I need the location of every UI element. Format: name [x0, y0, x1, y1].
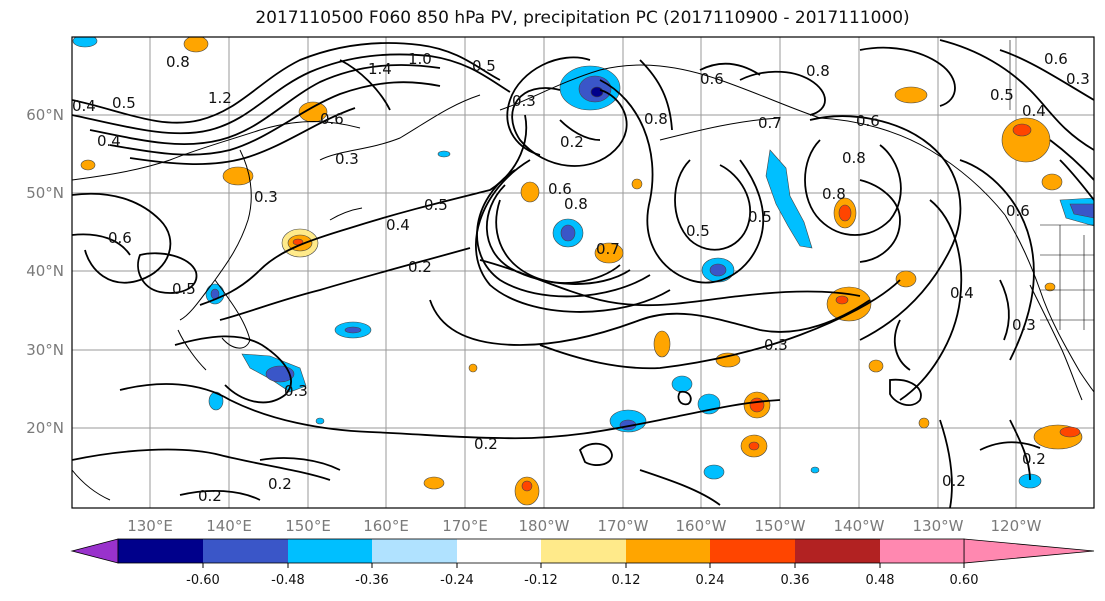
lon-label: 150°E [285, 517, 331, 535]
contour-label: 0.6 [700, 70, 724, 88]
colorbar-swatch [372, 539, 457, 563]
colorbar-tick-label: 0.12 [612, 573, 641, 588]
colorbar-min-arrow [70, 538, 119, 564]
colorbar-swatch [710, 539, 795, 563]
contour-label: 0.2 [408, 258, 432, 276]
contour-label: 0.7 [596, 240, 620, 258]
contour-label: 0.3 [335, 150, 359, 168]
lon-axis: 130°E 140°E 150°E 160°E 170°E 180°W 170°… [127, 517, 1041, 535]
lat-label: 30°N [26, 341, 64, 359]
contour-label: 0.3 [1066, 70, 1090, 88]
colorbar-tick-label: -0.60 [186, 573, 220, 588]
lat-label: 50°N [26, 184, 64, 202]
lon-label: 170°E [442, 517, 488, 535]
contour-label: 0.3 [254, 188, 278, 206]
lon-label: 170°W [598, 517, 649, 535]
contour-label: 0.4 [97, 132, 121, 150]
lat-label: 40°N [26, 262, 64, 280]
lat-label: 20°N [26, 419, 64, 437]
contour-label: 0.8 [806, 62, 830, 80]
lon-label: 130°W [913, 517, 964, 535]
colorbar-tick-label: 0.60 [950, 573, 979, 588]
coastlines [72, 64, 1094, 501]
contour-label: 0.3 [284, 382, 308, 400]
lon-label: 140°E [206, 517, 252, 535]
colorbar-max-arrow [963, 538, 1095, 564]
contour-label: 0.2 [198, 487, 222, 505]
contour-label: 0.5 [112, 94, 136, 112]
contour-label: 0.8 [842, 149, 866, 167]
colorbar-tick-label: -0.48 [271, 573, 305, 588]
contour-label: 0.8 [822, 185, 846, 203]
contour-label: 0.2 [942, 472, 966, 490]
contour-label: 0.2 [268, 475, 292, 493]
colorbar-tick-label: 0.48 [866, 573, 895, 588]
lon-label: 160°W [676, 517, 727, 535]
precip-positive [80, 37, 1083, 506]
contour-label: 0.6 [1006, 202, 1030, 220]
colorbar-swatch [626, 539, 710, 563]
figure-title: 2017110500 F060 850 hPa PV, precipitatio… [255, 8, 910, 28]
lon-label: 180°W [519, 517, 570, 535]
colorbar-swatch [288, 539, 372, 563]
lon-label: 130°E [127, 517, 173, 535]
colorbar-tick-label: -0.24 [440, 573, 474, 588]
contour-label: 0.3 [764, 336, 788, 354]
colorbar-tick-label: -0.36 [355, 573, 389, 588]
contour-label: 0.5 [424, 196, 448, 214]
colorbar-swatch [795, 539, 880, 563]
colorbar-swatch [118, 539, 203, 563]
lat-label: 60°N [26, 106, 64, 124]
colorbar-swatch [457, 539, 541, 563]
contour-label: 0.6 [320, 110, 344, 128]
lon-label: 120°W [991, 517, 1042, 535]
colorbar-swatch [203, 539, 288, 563]
colorbar-swatch [880, 539, 964, 563]
map-frame [71, 36, 1095, 509]
colorbar-swatch [541, 539, 626, 563]
contour-label: 0.4 [386, 216, 410, 234]
colorbar-tick-label: -0.12 [524, 573, 558, 588]
state-borders [1009, 40, 1094, 330]
contour-label: 0.6 [108, 229, 132, 247]
contour-label: 0.6 [548, 180, 572, 198]
contour-label: 0.5 [172, 280, 196, 298]
contour-label: 1.2 [208, 89, 232, 107]
colorbar-ticks [202, 563, 965, 568]
contour-label: 0.3 [1012, 316, 1036, 334]
contour-label: 0.4 [1022, 102, 1046, 120]
lat-axis: 60°N 50°N 40°N 30°N 20°N [26, 106, 64, 437]
contour-label: 0.5 [748, 208, 772, 226]
lon-label: 150°W [755, 517, 806, 535]
contour-label: 1.4 [368, 60, 392, 78]
colorbar-tick-label: 0.24 [696, 573, 725, 588]
contour-label: 0.6 [1044, 50, 1068, 68]
lon-label: 160°E [363, 517, 409, 535]
contour-label: 0.5 [472, 57, 496, 75]
colorbar-tick-label: 0.36 [781, 573, 810, 588]
contour-labels: 0.8 1.4 1.0 0.5 0.4 0.5 1.2 0.6 0.4 0.3 … [72, 50, 1090, 505]
contour-label: 0.3 [512, 92, 536, 110]
contour-label: 0.8 [564, 195, 588, 213]
contour-label: 0.7 [758, 114, 782, 132]
contour-label: 0.8 [166, 53, 190, 71]
contour-label: 0.5 [990, 86, 1014, 104]
contour-label: 0.4 [950, 284, 974, 302]
contour-label: 0.5 [686, 222, 710, 240]
contour-label: 0.4 [72, 97, 96, 115]
contour-label: 0.8 [644, 110, 668, 128]
contour-label: 0.2 [560, 133, 584, 151]
lon-label: 140°W [834, 517, 885, 535]
contour-label: 0.6 [856, 112, 880, 130]
contour-label: 1.0 [408, 50, 432, 68]
contour-label: 0.2 [474, 435, 498, 453]
contour-label: 0.2 [1022, 450, 1046, 468]
pv-contours [72, 39, 1094, 508]
